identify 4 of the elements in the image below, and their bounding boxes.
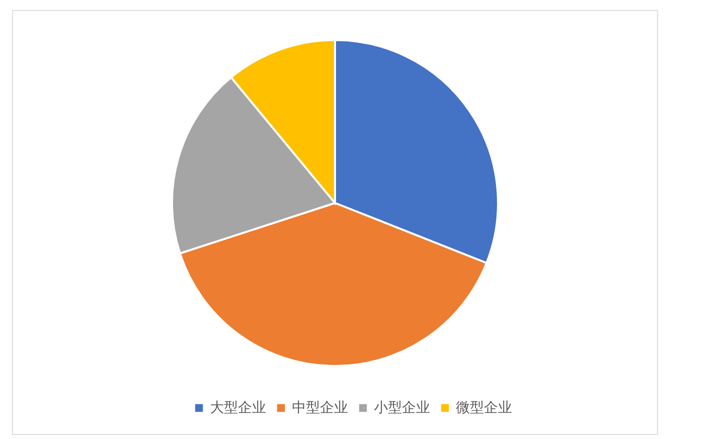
legend-label: 中型企业 (292, 400, 348, 416)
legend-label: 大型企业 (210, 400, 266, 416)
legend-label: 小型企业 (374, 400, 430, 416)
legend-label: 微型企业 (456, 400, 512, 416)
